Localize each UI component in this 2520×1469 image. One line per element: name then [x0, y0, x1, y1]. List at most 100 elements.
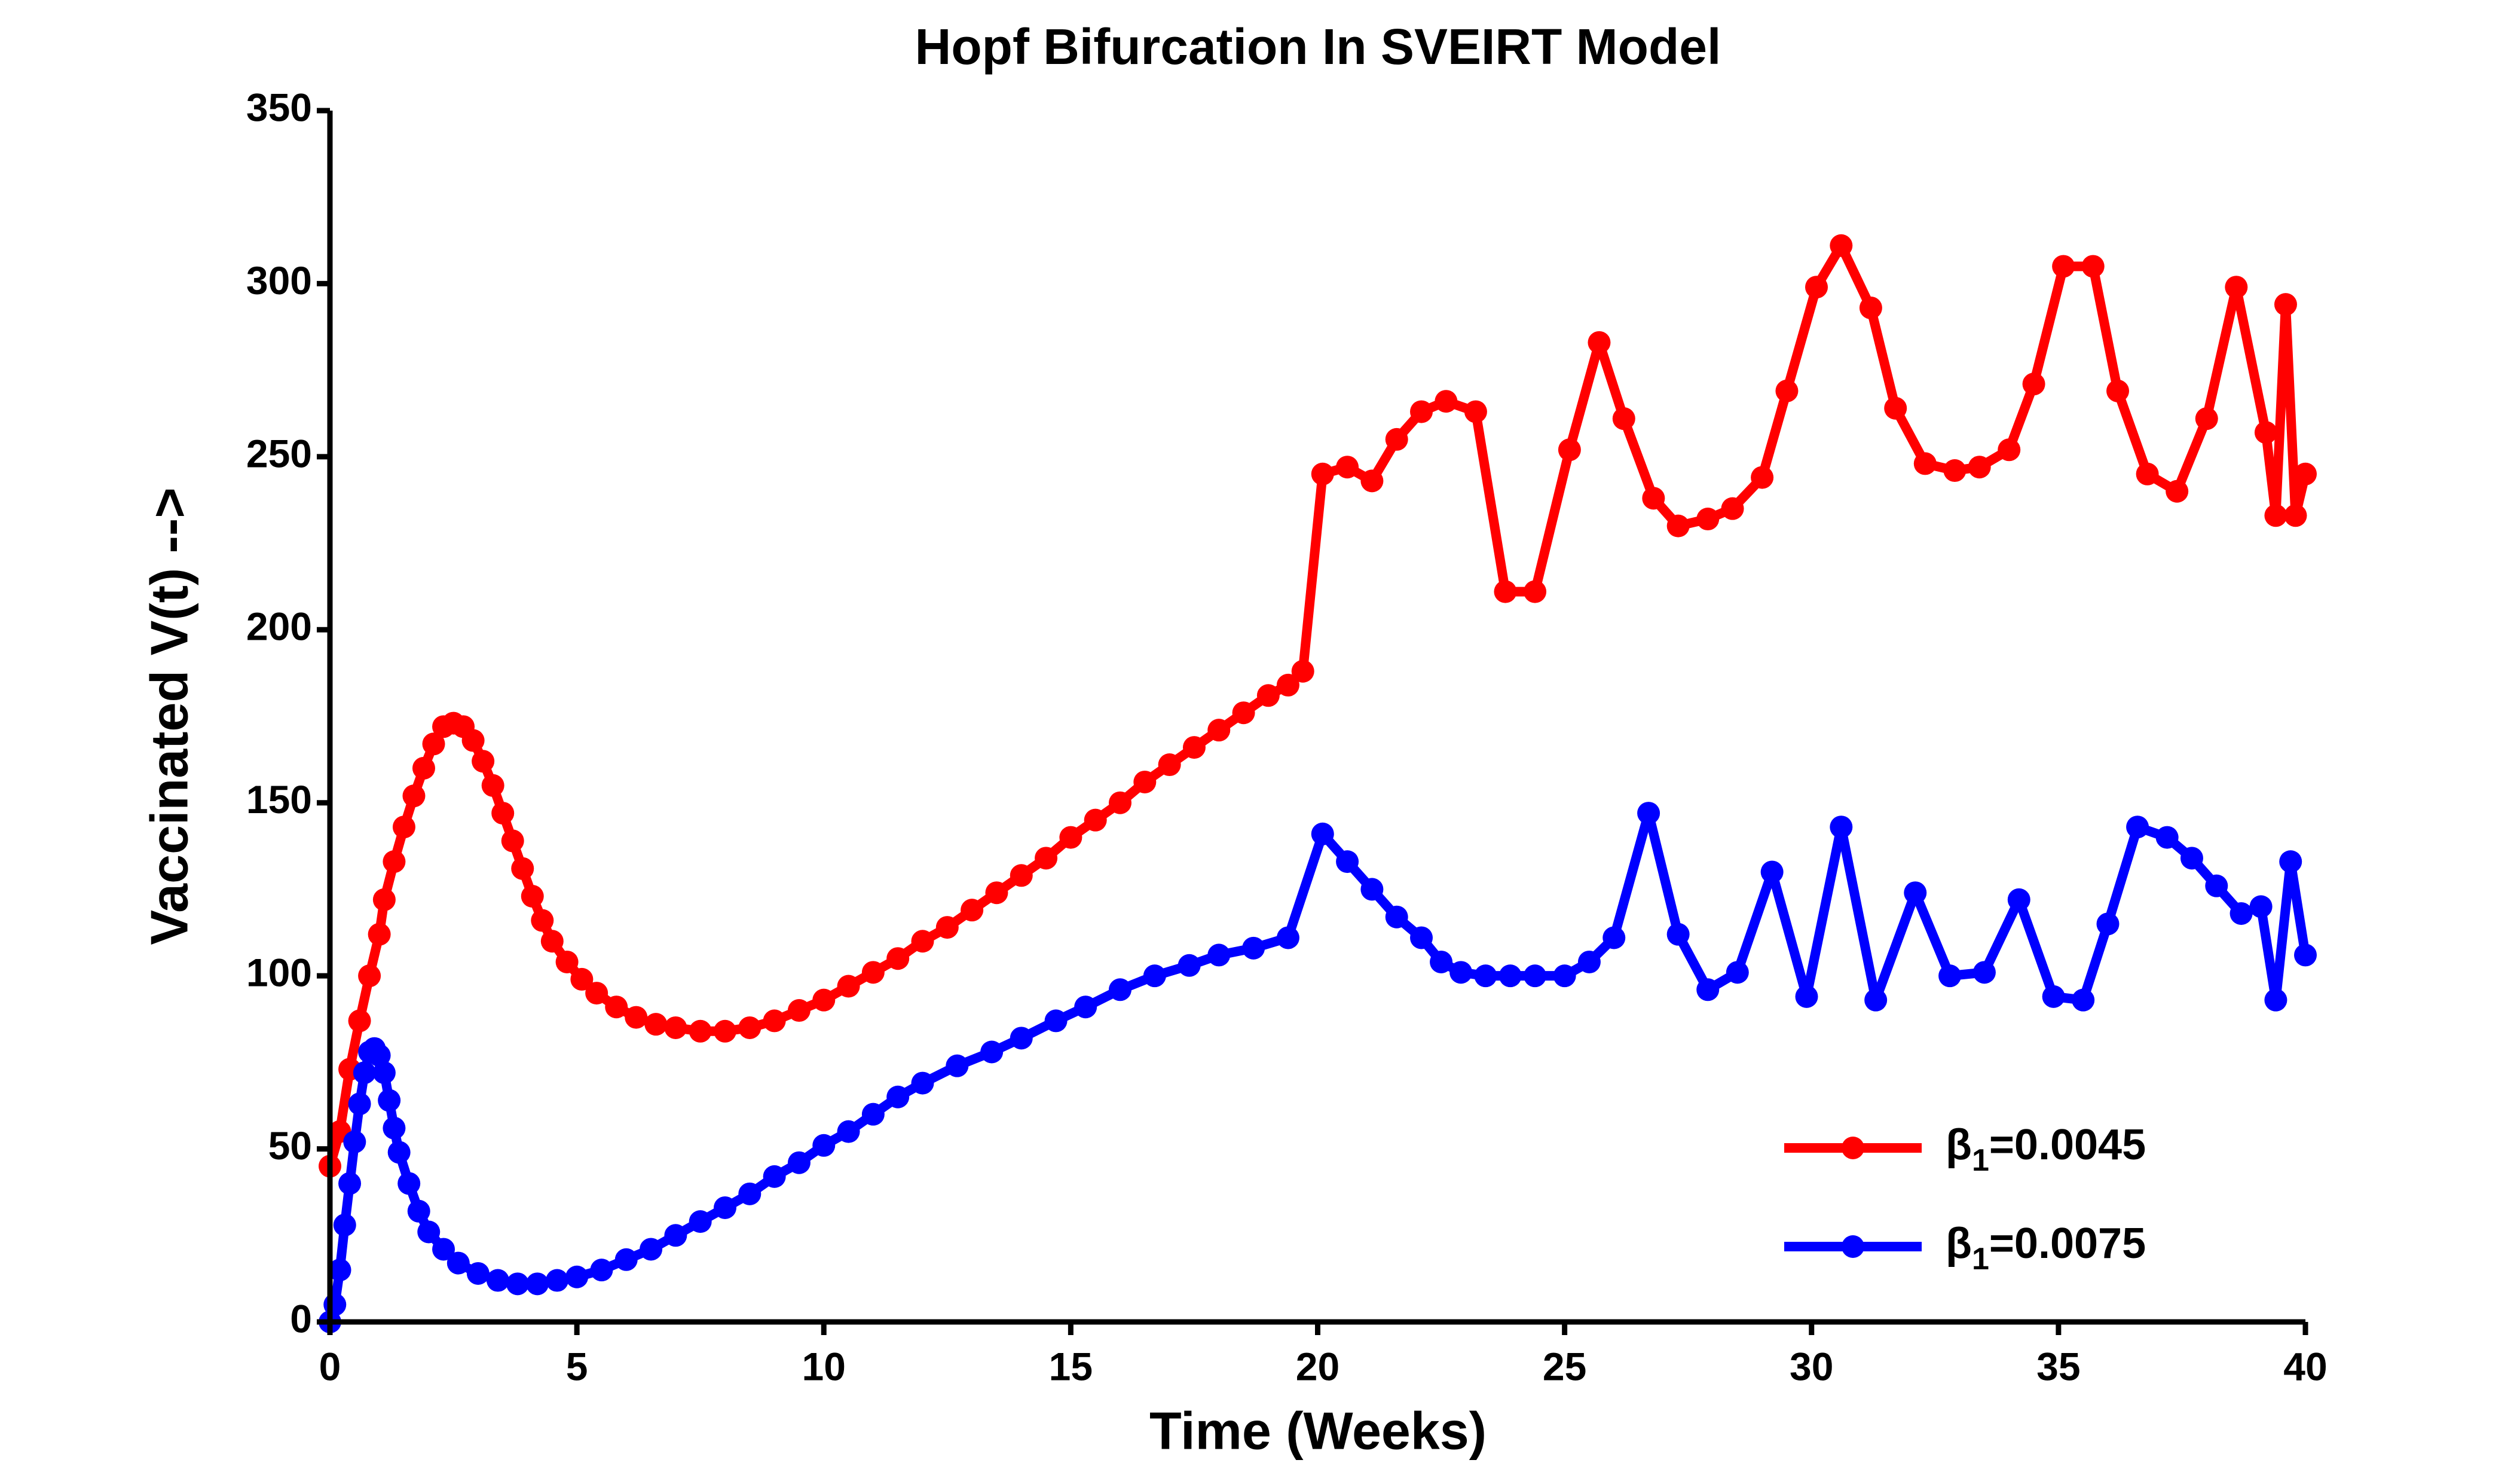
data-point	[2096, 912, 2120, 936]
data-point	[1474, 964, 1497, 988]
data-point	[383, 850, 406, 874]
data-point	[946, 1054, 969, 1077]
data-point	[2294, 943, 2317, 967]
data-point	[407, 1199, 430, 1223]
data-point	[585, 982, 608, 1005]
data-point	[1109, 791, 1131, 814]
data-point	[625, 1006, 648, 1029]
y-tick-label: 150	[246, 777, 312, 821]
data-point	[1360, 878, 1384, 901]
data-point	[664, 1016, 687, 1039]
data-point	[1904, 881, 1927, 905]
data-point	[392, 816, 415, 839]
data-point	[570, 967, 594, 991]
data-point	[2136, 462, 2159, 485]
data-point	[521, 885, 544, 908]
data-point	[1133, 770, 1157, 793]
legend-marker	[1842, 1235, 1864, 1258]
data-point	[1035, 847, 1058, 870]
data-point	[486, 1269, 509, 1292]
data-point	[1010, 1027, 1033, 1050]
data-point	[763, 1009, 786, 1033]
data-point	[531, 909, 554, 932]
data-point	[1256, 684, 1280, 707]
data-point	[1044, 1009, 1068, 1033]
data-point	[714, 1019, 736, 1043]
data-point	[383, 1116, 406, 1140]
data-point	[1642, 487, 1665, 510]
x-tick-label: 20	[1296, 1344, 1339, 1388]
data-point	[328, 1259, 351, 1282]
data-point	[1751, 466, 1774, 489]
data-point	[555, 950, 579, 973]
data-point	[378, 1089, 401, 1112]
data-point	[1143, 964, 1166, 988]
data-point	[1760, 860, 1784, 884]
data-point	[985, 881, 1008, 905]
y-tick-label: 350	[246, 85, 312, 129]
data-point	[338, 1172, 362, 1195]
data-point	[1410, 400, 1433, 423]
data-point	[1207, 719, 1231, 742]
legend-label: β1=0.0075	[1946, 1220, 2146, 1276]
data-point	[886, 947, 910, 970]
data-point	[1311, 462, 1334, 485]
x-tick-label: 15	[1049, 1344, 1093, 1388]
data-point	[1291, 659, 1314, 683]
data-point	[1232, 701, 1255, 725]
data-point	[2155, 826, 2179, 849]
data-point	[886, 1085, 910, 1108]
data-point	[348, 1092, 371, 1116]
data-point	[861, 1102, 885, 1126]
data-point	[640, 1238, 663, 1261]
data-point	[412, 756, 435, 780]
data-point	[1588, 331, 1611, 354]
data-point	[1498, 964, 1522, 988]
y-tick-label: 0	[290, 1296, 312, 1340]
data-point	[1336, 850, 1359, 874]
data-point	[714, 1196, 736, 1219]
data-point	[565, 1265, 589, 1288]
data-point	[1276, 926, 1299, 949]
x-tick-label: 10	[802, 1344, 846, 1388]
legend-label: β1=0.0045	[1946, 1121, 2146, 1178]
data-point	[812, 988, 836, 1012]
data-point	[2126, 816, 2149, 839]
data-point	[1336, 456, 1359, 479]
data-point	[2249, 895, 2273, 918]
data-point	[1182, 736, 1206, 759]
data-point	[2042, 985, 2065, 1008]
data-point	[2195, 407, 2218, 430]
data-point	[1602, 926, 1626, 949]
data-point	[1558, 438, 1581, 462]
data-point	[644, 1013, 668, 1036]
data-point	[1207, 943, 1231, 967]
data-point	[368, 1044, 391, 1067]
data-point	[1830, 816, 1853, 839]
y-tick-label: 250	[246, 431, 312, 475]
data-point	[491, 802, 515, 825]
data-point	[664, 1224, 687, 1247]
chart-title: Hopf Bifurcation In SVEIRT Model	[915, 19, 1721, 75]
data-point	[2052, 255, 2075, 278]
x-tick-label: 40	[2283, 1344, 2327, 1388]
data-point	[1059, 826, 1082, 849]
data-point	[1494, 580, 1517, 603]
data-point	[787, 1151, 811, 1174]
data-point	[1109, 978, 1131, 1001]
data-point	[402, 784, 426, 808]
x-tick-label: 35	[2036, 1344, 2080, 1388]
data-point	[1449, 961, 1473, 984]
data-point	[1464, 400, 1487, 423]
data-point	[343, 1130, 366, 1153]
data-point	[387, 1141, 411, 1164]
data-point	[358, 964, 381, 988]
data-point	[1612, 407, 1635, 430]
data-point	[1968, 456, 1991, 479]
data-point	[2072, 988, 2095, 1012]
data-point	[689, 1019, 712, 1043]
data-point	[1276, 673, 1299, 697]
data-point	[501, 829, 524, 853]
